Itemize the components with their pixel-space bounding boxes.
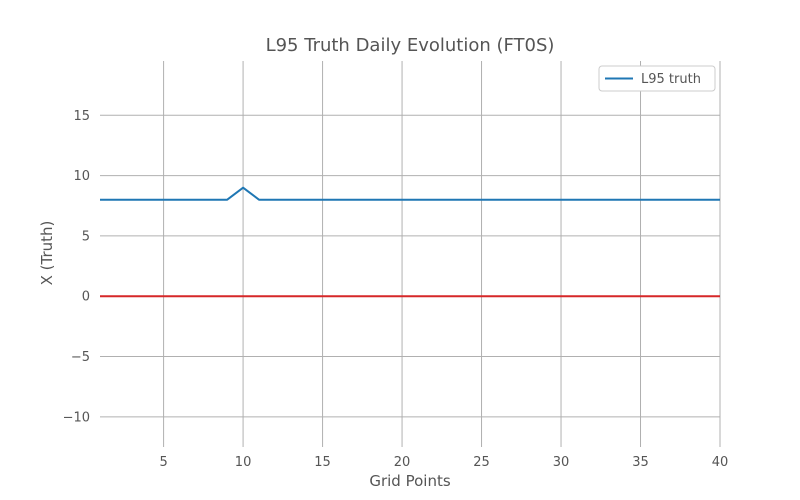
- x-tick-label: 40: [712, 455, 729, 470]
- chart-title: L95 Truth Daily Evolution (FT0S): [266, 35, 555, 56]
- series-line-l95-truth: [100, 186, 720, 201]
- x-tick-label: 10: [235, 455, 252, 470]
- legend-label: L95 truth: [641, 72, 701, 87]
- y-tick-label: 0: [82, 290, 90, 305]
- x-tick-label: 5: [159, 455, 167, 470]
- y-axis-ticks: −10 −5 0 5 10 15: [63, 109, 90, 426]
- x-tick-label: 30: [553, 455, 570, 470]
- y-tick-label: 5: [82, 229, 90, 244]
- x-axis-ticks: 5 10 15 20 25 30 35 40: [159, 455, 728, 470]
- legend-box: [598, 65, 716, 92]
- x-axis-label: Grid Points: [369, 472, 450, 490]
- grid: [100, 61, 721, 447]
- y-tick-label: 15: [73, 109, 90, 124]
- x-tick-label: 35: [632, 455, 649, 470]
- x-tick-label: 15: [314, 455, 331, 470]
- y-tick-label: 10: [73, 169, 90, 184]
- y-axis-label: X (Truth): [38, 221, 56, 286]
- legend: L95 truth: [598, 65, 716, 92]
- x-tick-label: 20: [394, 455, 411, 470]
- y-tick-label: −5: [71, 350, 90, 365]
- plot-area: [100, 186, 720, 298]
- y-tick-label: −10: [63, 410, 90, 425]
- x-tick-label: 25: [473, 455, 490, 470]
